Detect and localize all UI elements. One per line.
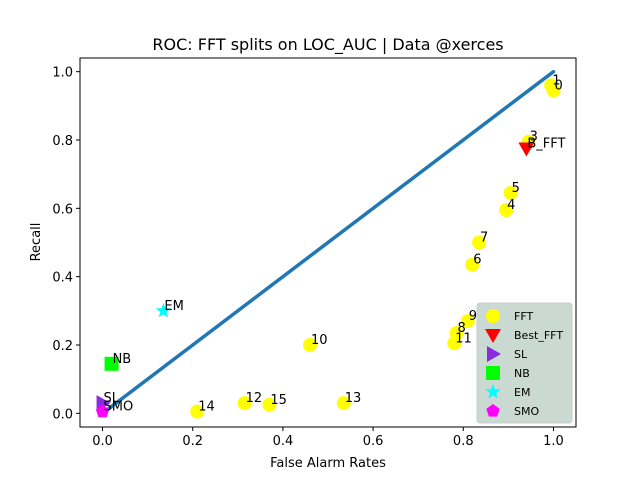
x-tick-label: 0.4 (273, 434, 294, 449)
y-tick-label: 1.0 (52, 66, 73, 81)
point-label: 12 (246, 391, 263, 406)
point-fft-5 (503, 185, 518, 200)
legend-marker-em (485, 384, 501, 399)
point-fft-1 (544, 78, 559, 93)
x-tick-label: 0.8 (453, 434, 474, 449)
point-label: 0 (554, 78, 562, 93)
point-label: 8 (458, 321, 466, 336)
point-label: 3 (530, 130, 538, 145)
point-label: 11 (455, 331, 472, 346)
point-label: EM (164, 299, 183, 314)
y-tick-label: 0.4 (52, 271, 73, 286)
y-tick-label: 0.6 (52, 202, 73, 217)
point-fft-7 (472, 235, 487, 250)
point-fft-12 (237, 396, 252, 411)
x-tick-label: 0.6 (363, 434, 384, 449)
legend-label-smo: SMO (514, 405, 539, 418)
point-fft-10 (302, 338, 317, 352)
legend-marker-nb (486, 366, 500, 380)
legend-label-fft: FFT (514, 310, 533, 323)
legend-label-sl: SL (514, 348, 528, 361)
y-axis-title: Recall (29, 223, 44, 262)
point-label: 15 (270, 393, 287, 408)
point-label: 6 (473, 253, 481, 268)
point-em-em (155, 302, 172, 318)
point-label: B_FFT (527, 137, 565, 152)
chart-title: ROC: FFT splits on LOC_AUC | Data @xerce… (152, 35, 503, 55)
point-fft-6 (465, 257, 480, 272)
point-fft-11 (447, 336, 462, 351)
point-fft-4 (499, 203, 514, 218)
legend-box (476, 302, 573, 424)
legend: FFT Best_FFT SL NB EM SMO (476, 302, 573, 424)
point-label: SMO (104, 400, 134, 415)
axes-frame (79, 57, 577, 428)
point-nb-nb (104, 356, 119, 371)
point-fft-14 (190, 404, 205, 419)
point-label: 7 (480, 231, 488, 246)
y-tick-label: 0.2 (52, 339, 73, 354)
point-smo-smo (95, 404, 110, 418)
legend-label-em: EM (514, 386, 530, 399)
legend-marker-smo (486, 404, 500, 417)
y-tick-label: 0.0 (52, 407, 73, 422)
legend-label-nb: NB (514, 367, 530, 380)
legend-marker-best_fft (485, 329, 501, 343)
point-label: 5 (512, 181, 520, 196)
point-fft-9 (460, 314, 475, 329)
point-label: 13 (345, 391, 362, 406)
point-label: NB (113, 352, 132, 367)
legend-label-best_fft: Best_FFT (514, 329, 563, 342)
y-tick-label: 0.8 (52, 134, 73, 149)
x-axis-title: False Alarm Rates (270, 456, 386, 471)
point-best_fft-b_fft (518, 142, 535, 157)
point-label: 14 (198, 400, 215, 415)
point-label: 9 (469, 309, 477, 324)
legend-marker-fft (486, 309, 500, 323)
roc-curve-line (100, 69, 556, 416)
x-tick-label: 0.2 (182, 434, 203, 449)
legend-marker-sl (487, 346, 501, 362)
point-label: 1 (552, 73, 560, 88)
x-tick-label: 0.0 (92, 434, 113, 449)
point-fft-15 (262, 397, 277, 412)
x-tick-label: 1.0 (543, 434, 564, 449)
point-label: 4 (507, 198, 515, 213)
plot-area: 0.0 0.2 0.4 0.6 0.8 1.00.00.20.40.60.81.00135… (52, 57, 577, 449)
point-label: SL (104, 391, 120, 406)
point-fft-13 (336, 396, 351, 411)
point-label: 10 (311, 333, 328, 348)
